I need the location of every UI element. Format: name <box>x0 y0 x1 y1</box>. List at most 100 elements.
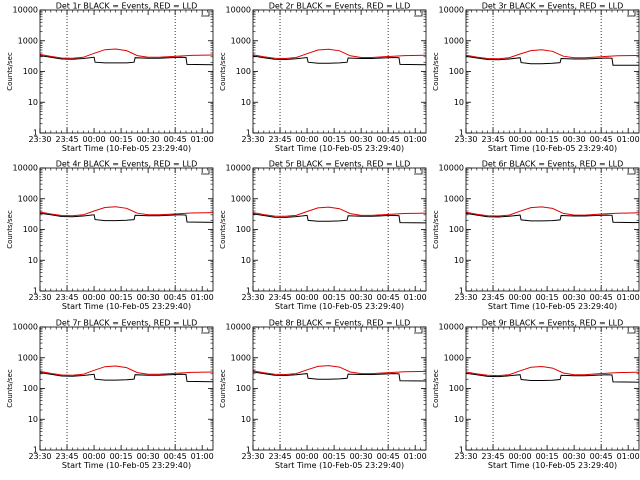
y-tick-label: 10000 <box>226 164 251 173</box>
y-tick-label: 100 <box>23 384 38 393</box>
x-tick-label: 23:45 <box>482 293 505 302</box>
y-tick-label: 1000 <box>231 194 251 203</box>
panel-det-8: Det 8r BLACK = Events, RED = LLD 1 10 100 10… <box>219 319 427 471</box>
y-tick-label: 10000 <box>226 323 251 332</box>
x-axis-label: Start Time (10-Feb-05 23:29:40) <box>275 144 404 153</box>
y-tick-label: 10 <box>241 256 251 265</box>
flag-marker <box>627 169 636 175</box>
panel-title: Det 1r BLACK = Events, RED = LLD <box>56 2 198 11</box>
y-tick-label: 1 <box>246 287 251 296</box>
x-tick-label: 00:15 <box>110 452 133 461</box>
series-line-lld <box>252 365 427 376</box>
panel-title: Det 7r BLACK = Events, RED = LLD <box>56 319 198 328</box>
y-tick-label: 10 <box>28 415 38 424</box>
panel-det-1: Det 1r BLACK = Events, RED = LLD 1 10 100 10… <box>6 2 214 154</box>
series-line-events <box>39 372 214 383</box>
x-tick-label: 01:00 <box>617 293 640 302</box>
x-tick-label: 00:15 <box>536 293 559 302</box>
y-tick-label: 1000 <box>231 36 251 45</box>
y-axis-label: Counts/sec <box>6 210 14 249</box>
x-tick-label: 00:45 <box>377 452 400 461</box>
x-tick-label: 00:00 <box>296 135 319 144</box>
series-line-events <box>465 55 639 66</box>
x-axis-label: Start Time (10-Feb-05 23:29:40) <box>488 144 617 153</box>
x-tick-label: 00:00 <box>83 293 106 302</box>
x-tick-label: 00:30 <box>350 452 373 461</box>
x-tick-label: 23:30 <box>28 452 51 461</box>
y-tick-label: 100 <box>23 67 38 76</box>
flag-marker <box>414 328 423 334</box>
y-tick-label: 10 <box>28 98 38 107</box>
y-tick-label: 10 <box>241 98 251 107</box>
series-line-events <box>252 213 427 224</box>
series-line-events <box>39 55 214 66</box>
y-tick-label: 10000 <box>13 164 38 173</box>
plot-frame <box>465 167 640 292</box>
series-line-lld <box>39 48 214 59</box>
y-tick-label: 100 <box>236 225 251 234</box>
plot-frame <box>465 326 640 451</box>
series-line-lld <box>39 365 214 376</box>
x-tick-label: 00:15 <box>536 135 559 144</box>
x-axis-label: Start Time (10-Feb-05 23:29:40) <box>275 461 404 470</box>
x-tick-label: 23:30 <box>454 293 477 302</box>
x-tick-label: 23:45 <box>56 135 79 144</box>
x-tick-label: 23:30 <box>28 135 51 144</box>
x-tick-label: 00:45 <box>590 293 613 302</box>
y-tick-label: 1000 <box>231 353 251 362</box>
x-axis-label: Start Time (10-Feb-05 23:29:40) <box>275 302 404 311</box>
x-tick-label: 00:30 <box>350 293 373 302</box>
x-tick-label: 00:15 <box>110 293 133 302</box>
x-tick-label: 00:00 <box>509 293 532 302</box>
x-tick-label: 00:00 <box>83 135 106 144</box>
x-tick-label: 01:00 <box>191 452 214 461</box>
y-tick-label: 10000 <box>226 6 251 15</box>
x-tick-label: 00:15 <box>323 293 346 302</box>
y-tick-label: 1 <box>33 129 38 138</box>
x-tick-label: 23:45 <box>482 452 505 461</box>
flag-marker <box>414 169 423 175</box>
panel-title: Det 9r BLACK = Events, RED = LLD <box>482 319 624 328</box>
x-tick-label: 00:00 <box>83 452 106 461</box>
x-tick-label: 23:30 <box>28 293 51 302</box>
y-axis-label: Counts/sec <box>432 52 440 91</box>
x-tick-label: 00:45 <box>590 135 613 144</box>
y-axis-label: Counts/sec <box>219 369 227 408</box>
panel-det-6: Det 6r BLACK = Events, RED = LLD 1 10 100 10… <box>432 160 640 312</box>
y-tick-label: 100 <box>449 384 464 393</box>
x-tick-label: 23:45 <box>56 452 79 461</box>
x-tick-label: 00:30 <box>563 452 586 461</box>
y-tick-label: 1 <box>459 446 464 455</box>
plot-frame <box>465 9 640 134</box>
panel-title: Det 3r BLACK = Events, RED = LLD <box>482 2 624 11</box>
x-tick-label: 00:15 <box>536 452 559 461</box>
x-tick-label: 23:45 <box>269 452 292 461</box>
panel-det-5: Det 5r BLACK = Events, RED = LLD 1 10 100 10… <box>219 160 427 312</box>
x-tick-label: 00:45 <box>164 452 187 461</box>
y-tick-label: 10000 <box>13 323 38 332</box>
y-tick-label: 10 <box>241 415 251 424</box>
series-line-lld <box>465 49 640 60</box>
plot-frame <box>252 326 427 451</box>
x-tick-label: 01:00 <box>191 135 214 144</box>
x-axis-label: Start Time (10-Feb-05 23:29:40) <box>488 302 617 311</box>
y-tick-label: 1 <box>33 287 38 296</box>
y-axis-label: Counts/sec <box>219 210 227 249</box>
y-axis-label: Counts/sec <box>6 369 14 408</box>
flag-marker <box>627 328 636 334</box>
flag-marker <box>201 328 210 334</box>
plot-frame <box>39 167 214 292</box>
panel-title: Det 6r BLACK = Events, RED = LLD <box>482 160 624 169</box>
x-tick-label: 23:30 <box>454 135 477 144</box>
y-tick-label: 100 <box>236 384 251 393</box>
x-tick-label: 00:00 <box>296 452 319 461</box>
y-tick-label: 100 <box>449 67 464 76</box>
panel-title: Det 8r BLACK = Events, RED = LLD <box>269 319 411 328</box>
flag-marker <box>201 11 210 17</box>
x-tick-label: 00:30 <box>563 135 586 144</box>
x-tick-label: 00:15 <box>323 452 346 461</box>
panel-title: Det 4r BLACK = Events, RED = LLD <box>56 160 198 169</box>
x-tick-label: 23:45 <box>56 293 79 302</box>
plot-frame <box>39 9 214 134</box>
